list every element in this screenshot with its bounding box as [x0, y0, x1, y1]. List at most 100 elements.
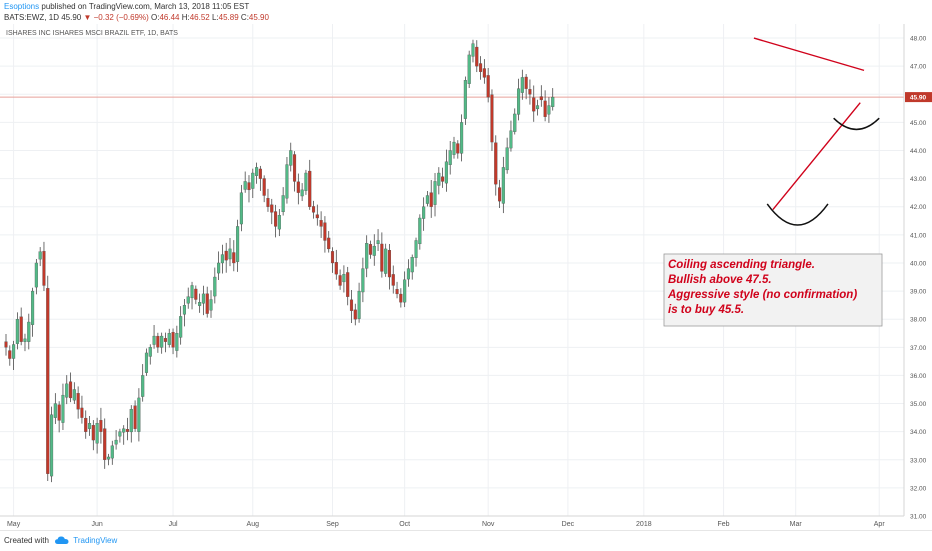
candle-up-body [137, 397, 141, 432]
annotation-line: Bullish above 47.5. [668, 274, 772, 286]
candle-up-body [384, 248, 388, 274]
candle-down-body [441, 176, 445, 182]
candle [270, 198, 274, 225]
candle [471, 39, 475, 63]
candle-up-body [110, 445, 114, 459]
candle [535, 99, 540, 116]
candle-up-body [122, 428, 126, 433]
candle-up-body [213, 276, 217, 297]
candle-down-body [171, 332, 175, 348]
candle [444, 149, 448, 192]
tradingview-brand[interactable]: TradingView [73, 536, 118, 545]
candle-up-body [289, 150, 293, 166]
annotation-line: is to buy 45.5. [668, 304, 744, 316]
candle [330, 247, 335, 273]
candle [539, 85, 543, 107]
candle-up-body [243, 181, 247, 190]
y-tick-label: 36.00 [910, 373, 927, 380]
candle-down-body [84, 417, 88, 432]
candle [520, 69, 524, 100]
candle [103, 418, 107, 469]
candle [110, 440, 114, 465]
candle-down-body [494, 142, 498, 185]
candle [425, 191, 429, 207]
x-tick-label: Jul [169, 521, 178, 528]
candle [315, 204, 319, 226]
candle-down-body [91, 425, 95, 441]
tradingview-logo-icon [55, 536, 69, 544]
curve-drawing[interactable] [833, 117, 880, 131]
y-axis[interactable]: 31.00 32.00 33.00 34.00 35.00 36.00 37.00 38.00… [905, 36, 932, 521]
candle-down-body [482, 68, 486, 78]
candle [334, 249, 338, 280]
ohlc-open-value: 46.44 [159, 13, 180, 22]
candle [137, 388, 141, 442]
chart-area[interactable]: ISHARES INC ISHARES MSCI BRAZIL ETF, 1D,… [0, 24, 932, 530]
candle [27, 313, 31, 350]
candle [34, 258, 38, 295]
candle-down-body [528, 89, 532, 95]
candle [524, 74, 528, 100]
candle-down-body [353, 309, 357, 320]
candle-down-body [296, 181, 300, 193]
y-tick-label: 48.00 [910, 36, 927, 43]
candle [456, 140, 460, 159]
candle-up-body [463, 80, 467, 119]
ohlc-open-key: O: [151, 13, 160, 22]
candle-up-body [148, 347, 152, 357]
trendline[interactable] [753, 37, 865, 72]
candle [114, 430, 118, 450]
x-axis[interactable]: May Jun Jul Aug Sep Oct Nov Dec 2018 Feb Mar Apr [7, 521, 885, 528]
candle [194, 285, 198, 305]
candle [198, 293, 202, 313]
candle [460, 114, 464, 162]
price-chart[interactable]: ISHARES INC ISHARES MSCI BRAZIL ETF, 1D,… [0, 24, 932, 530]
candle-down-body [19, 316, 23, 342]
candle-up-body [509, 130, 513, 149]
author-link[interactable]: Esoptions [4, 2, 40, 11]
candle-down-body [68, 381, 73, 399]
candle [387, 243, 392, 290]
candle [292, 151, 297, 192]
y-tick-label: 39.00 [910, 289, 927, 296]
trendline[interactable] [772, 102, 861, 210]
candle-up-body [433, 181, 437, 205]
candle-up-body [342, 274, 346, 283]
candle-down-body [498, 187, 502, 202]
candle-up-body [217, 262, 221, 274]
ohlc-high-value: 46.52 [189, 13, 210, 22]
candle-down-body [103, 428, 107, 460]
candle-up-body [304, 172, 308, 191]
candle-down-body [156, 335, 160, 348]
candle [262, 175, 266, 203]
candle [68, 372, 73, 403]
candle [167, 328, 171, 348]
candle [53, 393, 57, 424]
candle [236, 219, 240, 272]
candle [463, 76, 467, 125]
curve-drawing[interactable] [766, 203, 829, 226]
drawings [753, 37, 880, 226]
candle [122, 425, 126, 445]
candle-down-body [76, 393, 80, 410]
candle-down-body [539, 96, 543, 101]
candle [380, 232, 384, 278]
x-tick-label: 2018 [636, 521, 652, 528]
x-tick-label: Mar [790, 521, 803, 528]
y-tick-label: 32.00 [910, 485, 927, 492]
candle-up-body [406, 268, 410, 280]
candle-up-body [414, 240, 418, 258]
x-tick-label: Aug [247, 521, 260, 528]
candle [4, 334, 8, 356]
candle [205, 286, 209, 318]
candle [179, 306, 183, 345]
candle-down-body [387, 250, 392, 278]
candle-down-body [490, 94, 494, 143]
candle-up-body [141, 375, 145, 397]
candle [15, 312, 19, 350]
candle-down-body [232, 252, 236, 264]
candle [281, 187, 285, 216]
candle [304, 169, 308, 195]
candle [160, 332, 164, 354]
candle [319, 211, 323, 238]
